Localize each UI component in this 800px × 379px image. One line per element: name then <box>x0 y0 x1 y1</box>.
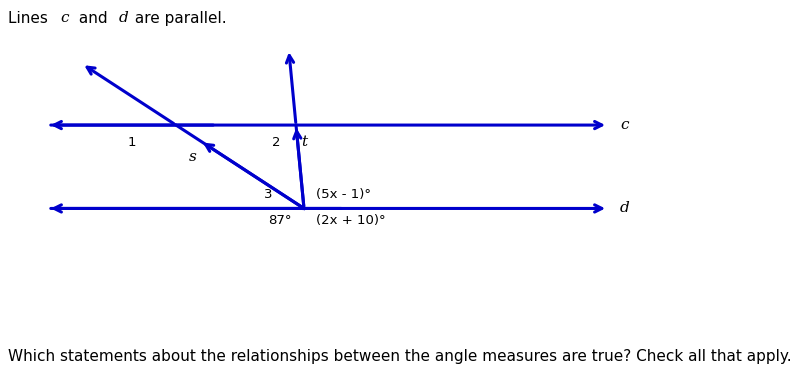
Text: 2: 2 <box>272 136 280 149</box>
Text: are parallel.: are parallel. <box>130 11 227 27</box>
Text: c: c <box>620 118 629 132</box>
Text: s: s <box>189 150 197 164</box>
Text: Which statements about the relationships between the angle measures are true? Ch: Which statements about the relationships… <box>8 349 792 364</box>
Text: 1: 1 <box>128 136 136 149</box>
Text: 87°: 87° <box>269 214 292 227</box>
Text: d: d <box>620 202 630 215</box>
Text: t: t <box>301 135 307 149</box>
Text: (2x + 10)°: (2x + 10)° <box>316 214 386 227</box>
Text: (5x - 1)°: (5x - 1)° <box>316 188 371 201</box>
Text: 3: 3 <box>263 188 272 201</box>
Text: Lines: Lines <box>8 11 53 27</box>
Text: and: and <box>74 11 112 27</box>
Text: c: c <box>60 11 69 25</box>
Text: d: d <box>118 11 128 25</box>
